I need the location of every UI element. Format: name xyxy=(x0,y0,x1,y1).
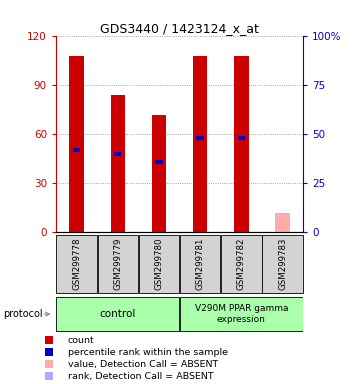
Bar xyxy=(275,213,290,232)
Bar xyxy=(56,235,97,293)
Bar xyxy=(193,56,208,232)
Bar xyxy=(56,297,179,331)
Text: V290M PPAR gamma
expression: V290M PPAR gamma expression xyxy=(195,304,288,324)
Text: percentile rank within the sample: percentile rank within the sample xyxy=(68,348,228,357)
Bar xyxy=(234,56,249,232)
Bar xyxy=(69,56,84,232)
Bar xyxy=(262,235,303,293)
Bar xyxy=(114,152,122,156)
Bar xyxy=(139,235,179,293)
Bar xyxy=(97,235,138,293)
Bar xyxy=(238,136,245,141)
Bar xyxy=(155,160,163,164)
Title: GDS3440 / 1423124_x_at: GDS3440 / 1423124_x_at xyxy=(100,22,259,35)
Text: protocol: protocol xyxy=(4,309,43,319)
Bar xyxy=(152,115,166,232)
Text: control: control xyxy=(100,309,136,319)
Bar xyxy=(110,95,125,232)
Text: GSM299778: GSM299778 xyxy=(72,238,81,290)
Bar xyxy=(180,235,221,293)
Text: count: count xyxy=(68,336,95,344)
Text: value, Detection Call = ABSENT: value, Detection Call = ABSENT xyxy=(68,359,218,369)
Bar xyxy=(221,235,262,293)
Bar xyxy=(73,148,80,152)
Text: GSM299783: GSM299783 xyxy=(278,238,287,290)
Text: GSM299779: GSM299779 xyxy=(113,238,122,290)
Text: GSM299782: GSM299782 xyxy=(237,238,246,290)
Bar xyxy=(196,136,204,141)
Text: rank, Detection Call = ABSENT: rank, Detection Call = ABSENT xyxy=(68,371,213,381)
Text: GSM299781: GSM299781 xyxy=(196,238,205,290)
Text: GSM299780: GSM299780 xyxy=(155,238,164,290)
Bar xyxy=(180,297,303,331)
